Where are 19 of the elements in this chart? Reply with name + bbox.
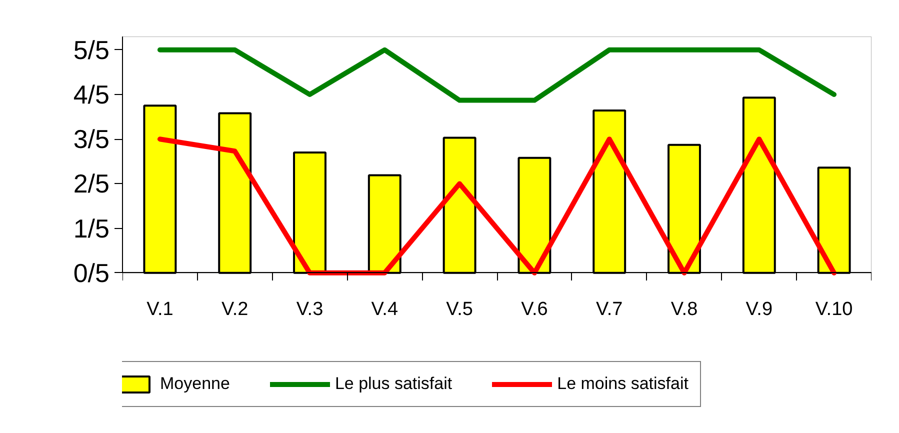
x-tick-label: V.2 (221, 298, 248, 320)
y-tick-label: 3/5 (73, 124, 110, 154)
x-tick-label: V.9 (746, 298, 773, 320)
legend-label: Moyenne (160, 374, 230, 394)
x-tick-label: V.1 (146, 298, 174, 320)
x-tick-label: V.7 (596, 298, 623, 320)
x-tick-label: V.10 (815, 298, 853, 320)
legend-label: Le moins satisfait (557, 374, 688, 394)
x-tick-label: V.6 (521, 298, 548, 320)
x-tick-label: V.4 (371, 298, 398, 320)
legend-label: Le plus satisfait (334, 374, 452, 394)
y-tick-label: 2/5 (73, 168, 110, 199)
x-tick-label: V.5 (446, 298, 473, 320)
y-tick-label: 4/5 (73, 79, 110, 110)
y-tick-label: 0/5 (73, 258, 110, 288)
y-tick-label: 1/5 (73, 213, 110, 244)
x-tick-label: V.3 (296, 298, 324, 320)
x-tick-label: V.8 (670, 298, 698, 320)
y-tick-label: 5/5 (73, 34, 110, 65)
